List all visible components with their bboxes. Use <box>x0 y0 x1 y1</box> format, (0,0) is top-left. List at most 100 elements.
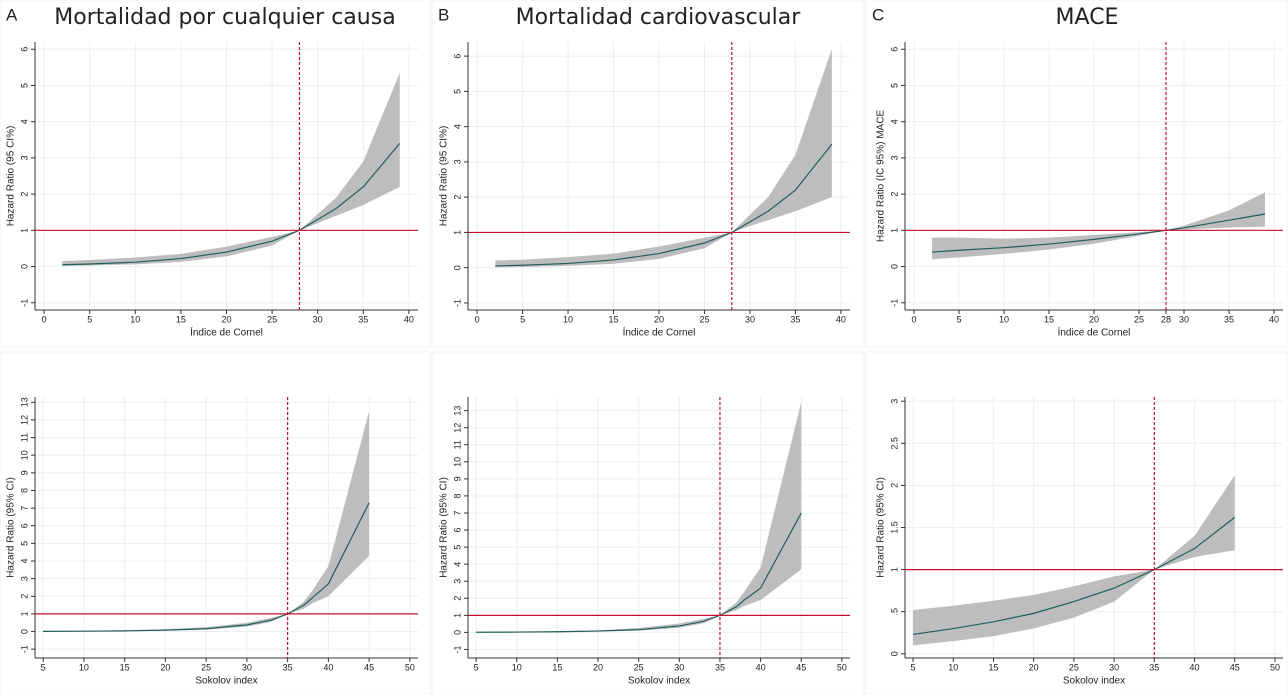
y-tick-label: -1 <box>19 645 29 653</box>
x-tick-label: 45 <box>364 662 374 672</box>
x-tick-label: 10 <box>563 314 573 324</box>
y-tick-label: 2 <box>19 594 29 599</box>
x-tick-label: 45 <box>1230 662 1240 672</box>
x-tick-label: 40 <box>756 662 766 672</box>
x-tick-label: 40 <box>1190 662 1200 672</box>
x-tick-label: 25 <box>201 662 211 672</box>
x-tick-label: 45 <box>796 662 806 672</box>
hr-line <box>931 213 1266 253</box>
x-tick-label: 50 <box>405 662 415 672</box>
x-axis-label: Sokolov index <box>628 676 690 687</box>
x-tick-label: 15 <box>176 314 186 324</box>
y-tick-label: 0 <box>452 630 462 635</box>
panel: C MACE 0 5 10 15 20 25 28 30 35 40 -1 0 1 2 3 4 5 6 Índice d… <box>865 0 1288 348</box>
y-tick-label: 6 <box>452 54 462 59</box>
y-tick-label: 3 <box>889 155 899 160</box>
x-axis-label: Índice de Cornel <box>1058 326 1131 339</box>
y-tick-label: 13 <box>19 397 29 407</box>
y-tick-label: 3 <box>889 399 899 404</box>
y-axis-label: Hazard Ratio (95 CI%) <box>6 126 17 227</box>
y-tick-label: 9 <box>452 476 462 481</box>
y-tick-label: 0 <box>889 651 899 656</box>
x-tick-label: 15 <box>988 662 998 672</box>
panel: 5 10 15 20 25 30 35 40 45 50-1012345678910111213S… <box>0 351 431 695</box>
x-tick-label: 20 <box>1089 314 1099 324</box>
x-tick-label: 50 <box>1270 662 1280 672</box>
y-tick-label: 4 <box>452 562 462 567</box>
x-axis-label: Índice de Cornel <box>623 326 696 339</box>
y-tick-label: 5 <box>889 83 899 88</box>
x-tick-label: 35 <box>1149 662 1159 672</box>
panel: 5 10 15 20 25 30 35 40 45 50-1012345678910111213S… <box>431 351 865 695</box>
y-tick-label: 11 <box>19 433 29 442</box>
y-tick-label: 8 <box>19 488 29 493</box>
panel-title: Mortalidad por cualquier causa <box>54 5 395 30</box>
y-tick-label: 13 <box>452 406 462 416</box>
y-tick-label: 12 <box>19 415 29 425</box>
y-tick-label: 3 <box>452 579 462 584</box>
y-tick-label: 2.5 <box>889 437 899 450</box>
x-tick-label: 30 <box>745 314 755 324</box>
hr-line <box>495 143 833 267</box>
x-tick-label: 25 <box>1134 314 1144 324</box>
x-tick-label: 40 <box>836 314 846 324</box>
y-tick-label: 6 <box>452 528 462 533</box>
x-tick-label: 30 <box>242 662 252 672</box>
x-axis-label: Índice de Cornel <box>190 326 263 339</box>
x-tick-label: 28 <box>1161 314 1171 324</box>
y-tick-label: 2 <box>889 483 899 488</box>
y-tick-label: 0 <box>19 264 29 269</box>
y-tick-label: 7 <box>452 510 462 515</box>
y-tick-label: 5 <box>452 545 462 550</box>
x-tick-label: 35 <box>1224 314 1234 324</box>
y-tick-label: 2 <box>19 192 29 197</box>
ci-band <box>932 192 1265 260</box>
x-tick-label: 35 <box>790 314 800 324</box>
x-tick-label: 10 <box>999 314 1009 324</box>
y-tick-label: -1 <box>19 299 29 307</box>
x-tick-label: 20 <box>654 314 664 324</box>
x-tick-label: 10 <box>948 662 958 672</box>
x-tick-label: 0 <box>911 314 916 324</box>
y-tick-label: 0 <box>452 265 462 270</box>
y-tick-label: 4 <box>19 119 29 124</box>
x-tick-label: 35 <box>283 662 293 672</box>
x-tick-label: 20 <box>593 662 603 672</box>
x-tick-label: 25 <box>634 662 644 672</box>
y-tick-label: 10 <box>452 457 462 467</box>
y-tick-label: 3 <box>452 159 462 164</box>
panel-letter: B <box>438 5 449 24</box>
x-tick-label: 20 <box>160 662 170 672</box>
x-tick-label: 35 <box>715 662 725 672</box>
ci-band <box>62 72 400 266</box>
x-tick-label: 5 <box>474 662 479 672</box>
x-tick-label: 40 <box>1269 314 1279 324</box>
y-tick-label: 1 <box>889 567 899 572</box>
hr-line <box>912 516 1236 636</box>
y-tick-label: 1 <box>889 228 899 233</box>
y-tick-label: 1.5 <box>889 521 899 534</box>
x-tick-label: 15 <box>609 314 619 324</box>
y-tick-label: 0 <box>19 629 29 634</box>
y-tick-label: 2 <box>452 596 462 601</box>
x-tick-label: 0 <box>42 314 47 324</box>
y-axis-label: Hazard Ratio (95% CI) <box>6 477 17 578</box>
y-tick-label: 0 <box>889 264 899 269</box>
y-tick-label: 12 <box>452 423 462 433</box>
y-tick-label: 3 <box>19 155 29 160</box>
y-tick-label: 11 <box>452 440 462 449</box>
x-tick-label: 5 <box>87 314 92 324</box>
x-tick-label: 30 <box>1109 662 1119 672</box>
y-tick-label: -1 <box>452 645 462 653</box>
y-tick-label: 1 <box>452 613 462 618</box>
x-tick-label: 10 <box>130 314 140 324</box>
panel-letter: A <box>6 5 18 24</box>
x-tick-label: 35 <box>358 314 368 324</box>
y-tick-label: 6 <box>19 47 29 52</box>
hr-line <box>62 143 401 266</box>
y-tick-label: -1 <box>452 299 462 307</box>
hr-line <box>43 502 370 632</box>
x-tick-label: 5 <box>956 314 961 324</box>
